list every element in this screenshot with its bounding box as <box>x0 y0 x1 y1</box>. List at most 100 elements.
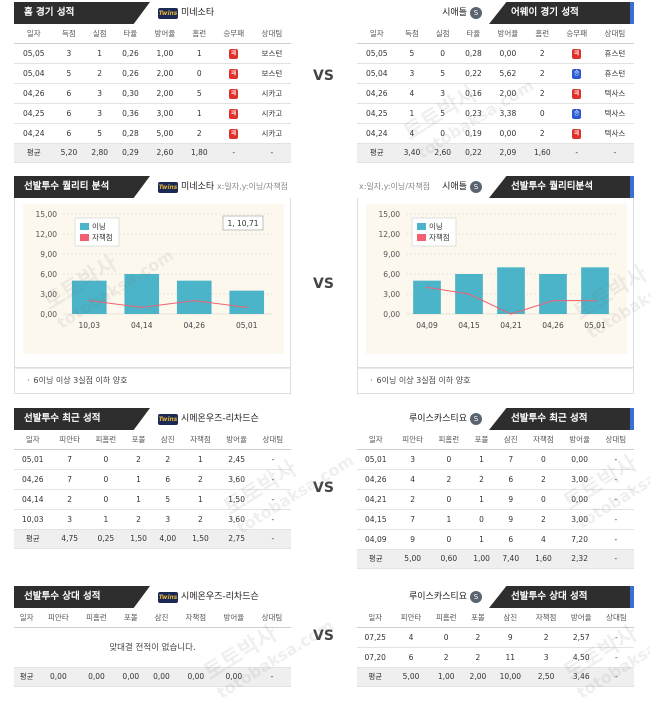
table-row: 05,04 3 5 0,22 5,62 2 승 휴스턴 <box>357 63 634 84</box>
opponent-cell: 시카고 <box>252 83 291 104</box>
table-cell: 5,62 <box>488 63 527 84</box>
opponent-cell: 텍사스 <box>595 123 634 144</box>
table-row: 04,26 6 3 0,30 2,00 5 패 시카고 <box>14 83 291 104</box>
avg-cell: 2,09 <box>488 143 527 163</box>
avg-cell: 1,60 <box>525 549 562 569</box>
result-cell: 패 <box>214 43 253 64</box>
mariners-logo-icon: S <box>470 591 482 603</box>
table-cell: 04,15 <box>357 509 395 530</box>
result-cell: 패 <box>557 123 596 144</box>
table-cell: 0 <box>430 529 467 550</box>
table-cell: 2 <box>463 627 493 648</box>
table-row: 04,09 9 0 1 6 4 7,20- <box>357 529 634 550</box>
table-cell: 0,26 <box>115 63 146 84</box>
loss-badge: 패 <box>229 88 239 99</box>
column-header: 피안타 <box>51 430 88 450</box>
avg-cell: - <box>597 549 634 569</box>
column-header: 피홈런 <box>428 608 464 628</box>
pitcher-recent-panel-left: 선발투수 최근 성적 Twins 시메온우즈-리차드슨 일자 피안타 피홈런 포볼 삼진… <box>14 408 291 549</box>
table-cell: 0,26 <box>115 43 146 64</box>
table-cell: 6 <box>153 469 183 490</box>
twins-logo-icon: Twins <box>158 7 178 19</box>
opponent-cell: 텍사스 <box>595 103 634 124</box>
table-row: 07,25 4 0 2 9 2 2,57- <box>357 627 634 648</box>
table-row: 04,24 4 0 0,19 0,00 2 패 텍사스 <box>357 123 634 144</box>
table-cell: 3 <box>427 83 459 104</box>
table-cell: 4 <box>396 123 428 144</box>
avg-cell: 0,29 <box>115 143 146 163</box>
column-header: 일자 <box>14 608 40 628</box>
win-badge: 승 <box>572 108 582 119</box>
legend-label: 자책점 <box>429 232 450 242</box>
column-header: 피홈런 <box>430 430 467 450</box>
avg-cell: 평균 <box>14 529 52 549</box>
table-cell: 6 <box>53 103 85 124</box>
avg-cell: 5,00 <box>394 549 431 569</box>
legend-swatch <box>417 234 426 241</box>
table-cell: 1 <box>430 509 467 530</box>
table-cell: - <box>597 489 634 510</box>
table-cell: 04,21 <box>357 489 395 510</box>
team-label: 시애틀 S <box>442 2 482 24</box>
table-cell: 5 <box>53 63 85 84</box>
table-cell: 3 <box>528 647 564 668</box>
result-cell: 패 <box>214 63 253 84</box>
table-cell: 3 <box>153 509 183 530</box>
table-cell: - <box>598 647 634 668</box>
table-cell: 7 <box>394 509 431 530</box>
column-header: 포볼 <box>115 608 147 628</box>
table-cell: 3 <box>394 449 431 470</box>
column-header: 피홈런 <box>77 608 116 628</box>
table-cell: 05,04 <box>357 63 397 84</box>
team-label: Twins 시메온우즈-리차드슨 <box>158 408 259 430</box>
result-cell: 패 <box>557 43 596 64</box>
table-cell: 07,20 <box>357 647 394 668</box>
pitcher-vs-table-left: 일자 피안타 피홈런 포볼 삼진 자책점 방어율 상대팀 맞대결 전적이 없습니다. 평균 0,… <box>14 608 291 687</box>
avg-cell: - <box>252 143 291 163</box>
table-cell: 04,24 <box>357 123 397 144</box>
table-cell: 2 <box>84 63 116 84</box>
table-cell: 5 <box>153 489 183 510</box>
panel-title: 선발투수 최근 성적 <box>489 408 634 430</box>
avg-cell: 0,22 <box>458 143 489 163</box>
mariners-logo-icon: S <box>470 181 482 193</box>
table-cell: 4 <box>396 83 428 104</box>
table-cell: 6 <box>53 83 85 104</box>
avg-cell: 2,60 <box>145 143 184 163</box>
pitcher-name: 시메온우즈-리차드슨 <box>181 592 259 602</box>
team-label: 시애틀 S <box>442 176 482 198</box>
table-cell: 7,20 <box>561 529 598 550</box>
column-header: 포볼 <box>463 608 493 628</box>
point-earned-runs <box>245 306 248 309</box>
table-cell: 0,23 <box>458 103 489 124</box>
column-header: 방어율 <box>563 608 599 628</box>
panel-title: 선발투수 상대 성적 <box>14 586 150 608</box>
loss-badge: 패 <box>572 88 582 99</box>
team-label: Twins 미네소타 <box>158 176 214 198</box>
team-label: Twins 미네소타 <box>158 2 214 24</box>
table-row: 05,05 3 1 0,26 1,00 1 패 보스턴 <box>14 43 291 64</box>
table-cell: 3 <box>53 43 85 64</box>
table-cell: 04,26 <box>357 469 395 490</box>
table-cell: 6 <box>496 469 526 490</box>
column-header: 상대팀 <box>254 430 291 450</box>
avg-cell: 0,00 <box>39 667 78 687</box>
table-cell: 5 <box>183 83 215 104</box>
legend-swatch <box>80 223 89 230</box>
line-earned-runs <box>89 300 247 308</box>
table-cell: 4 <box>393 627 429 648</box>
table-cell: 2 <box>526 123 558 144</box>
table-cell: 04,26 <box>14 83 54 104</box>
avg-cell: 평균 <box>357 143 397 163</box>
table-cell: 4,50 <box>563 647 599 668</box>
table-cell: 2,00 <box>145 63 184 84</box>
average-row: 평균 3,40 2,60 0,22 2,09 1,60- - <box>357 143 634 163</box>
column-header: 자책점 <box>525 430 562 450</box>
point-earned-runs <box>88 299 91 302</box>
panel-title: 선발투수 퀄리티 분석 <box>14 176 150 198</box>
table-row: 05,01 3 0 1 7 0 0,00- <box>357 449 634 470</box>
column-header: 득점 <box>396 24 428 44</box>
avg-cell: 1,00 <box>466 549 497 569</box>
table-row: 04,15 7 1 0 9 2 3,00- <box>357 509 634 530</box>
avg-cell: - <box>252 667 291 687</box>
